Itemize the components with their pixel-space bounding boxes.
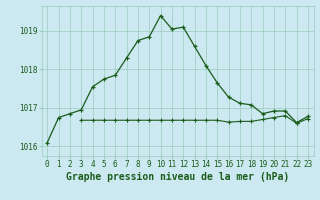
X-axis label: Graphe pression niveau de la mer (hPa): Graphe pression niveau de la mer (hPa) xyxy=(66,172,289,182)
